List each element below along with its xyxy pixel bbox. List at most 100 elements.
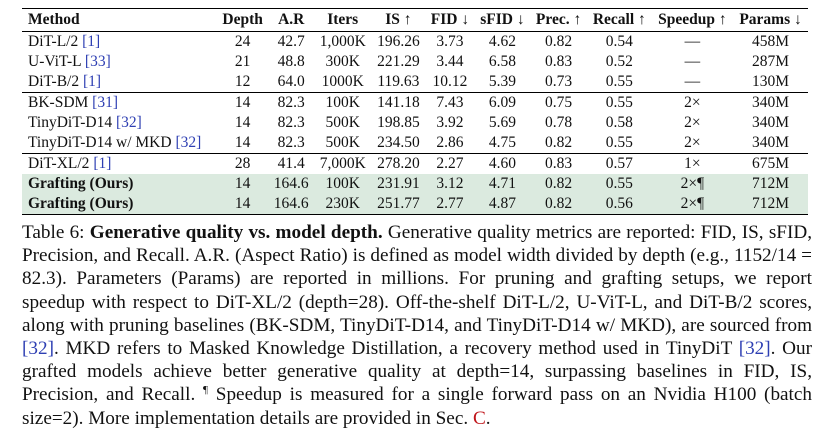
cell-fid: 2.27	[436, 155, 464, 173]
cell-iters: 300K	[325, 53, 360, 71]
caption-ref-link-2[interactable]: [32]	[738, 338, 771, 360]
cell-speedup: 2×¶	[651, 174, 734, 194]
cell-iters: 100K	[325, 94, 360, 112]
citation-link[interactable]: [32]	[116, 114, 142, 132]
cell-recall: 0.55	[605, 94, 633, 112]
cell-method: BK-SDM [31]	[22, 93, 217, 114]
cell-ar: 82.3	[277, 134, 305, 152]
cell-params: 340M	[752, 94, 790, 112]
cell-sfid: 4.71	[474, 174, 531, 194]
table-row: BK-SDM [31] 14 82.3 100K 141.18 7.43 6.09 0.75 0…	[22, 93, 808, 114]
method-name: DiT-L/2	[28, 33, 79, 51]
table-row: TinyDiT-D14 w/ MKD [32] 14 82.3 500K 234.50 2…	[22, 133, 808, 154]
cell-ar: 42.7	[277, 33, 305, 51]
cell-prec: 0.82	[530, 174, 587, 194]
cell-ar: 164.6	[268, 174, 314, 194]
cell-depth: 14	[216, 194, 269, 215]
cell-depth: 12	[234, 73, 251, 91]
citation-link[interactable]: [33]	[84, 53, 111, 71]
citation-link[interactable]: [31]	[92, 94, 118, 112]
caption-ref-link-1[interactable]: [32]	[22, 338, 54, 360]
caption-prefix: Table 6:	[22, 222, 90, 243]
table-row: Grafting (Ours) 14 164.6 230K 251.77 2.77 4.87…	[22, 194, 808, 215]
cell-method: Grafting (Ours)	[22, 174, 217, 194]
cell-fid: 10.12	[432, 73, 468, 91]
table-row: Grafting (Ours) 14 164.6 100K 231.91 3.12 4.71…	[22, 174, 808, 194]
cell-depth: 14	[234, 134, 251, 152]
cell-depth: 24	[234, 33, 251, 51]
cell-fid: 3.92	[436, 114, 464, 132]
cell-prec: 0.83	[545, 155, 573, 173]
cell-is: 119.63	[377, 73, 420, 91]
header-recall: Recall ↑	[592, 11, 646, 29]
cell-params: 287M	[752, 53, 790, 71]
cell-method: Grafting (Ours)	[22, 194, 217, 215]
citation-link[interactable]: [32]	[175, 134, 202, 152]
cell-ar: 164.6	[268, 194, 314, 215]
table-caption: Table 6: Generative quality vs. model de…	[22, 221, 812, 430]
cell-sfid: 4.60	[488, 155, 516, 173]
cell-params: 712M	[733, 194, 808, 215]
cell-ar: 41.4	[277, 155, 305, 173]
cell-ar: 82.3	[277, 94, 305, 112]
cell-method: DiT-XL/2 [1]	[22, 154, 217, 175]
cell-speedup: —	[684, 73, 701, 91]
header-iters: Iters	[327, 11, 359, 29]
header-sfid: sFID ↓	[480, 11, 525, 29]
cell-speedup: 2×	[684, 134, 701, 152]
header-is: IS ↑	[385, 11, 412, 29]
citation-link[interactable]: [1]	[82, 73, 102, 91]
caption-section-link[interactable]: C	[472, 407, 486, 429]
cell-sfid: 5.39	[488, 73, 516, 91]
cell-is: 251.77	[371, 194, 426, 215]
header-depth: Depth	[222, 11, 263, 29]
cell-recall: 0.52	[605, 53, 633, 71]
header-method: Method	[28, 11, 80, 29]
cell-recall: 0.58	[605, 114, 633, 132]
cell-speedup: 2×	[684, 114, 701, 132]
cell-recall: 0.54	[605, 33, 633, 51]
cell-params: 340M	[752, 134, 790, 152]
cell-prec: 0.82	[545, 33, 573, 51]
cell-prec: 0.82	[545, 134, 573, 152]
method-name: DiT-B/2	[28, 73, 80, 91]
cell-speedup: —	[684, 53, 701, 71]
cell-method: U-ViT-L [33]	[22, 52, 217, 72]
citation-link[interactable]: [1]	[93, 155, 112, 173]
pilcrow-mark: ¶	[203, 384, 209, 397]
cell-recall: 0.55	[605, 73, 633, 91]
cell-depth: 28	[234, 155, 251, 173]
citation-link[interactable]: [1]	[82, 33, 101, 51]
table-row: DiT-XL/2 [1] 28 41.4 7,000K 278.20 2.27 4.60 0.…	[22, 154, 808, 175]
cell-method: TinyDiT-D14 [32]	[22, 113, 217, 133]
cell-fid: 2.77	[425, 194, 475, 215]
cell-sfid: 4.62	[488, 33, 516, 51]
method-name: BK-SDM	[28, 94, 89, 112]
caption-text-5: .	[485, 407, 491, 429]
cell-fid: 3.12	[425, 174, 475, 194]
cell-is: 221.29	[377, 53, 420, 71]
cell-ar: 48.8	[277, 53, 305, 71]
cell-ar: 82.3	[277, 114, 305, 132]
cell-sfid: 6.58	[488, 53, 516, 71]
cell-iters: 500K	[325, 134, 360, 152]
table-row: DiT-B/2 [1] 12 64.0 1000K 119.63 10.12 5.39 0.7…	[22, 72, 808, 93]
table-row: DiT-L/2 [1] 24 42.7 1,000K 196.26 3.73 4.62 0.8…	[22, 32, 808, 53]
cell-fid: 3.73	[436, 33, 464, 51]
cell-recall: 0.55	[586, 174, 652, 194]
table-header-row: Method Depth A.R Iters IS ↑ FID ↓ sFID ↓…	[22, 8, 808, 32]
table-row: TinyDiT-D14 [32] 14 82.3 500K 198.85 3.92 5.69…	[22, 113, 808, 133]
cell-speedup: 2×¶	[651, 194, 734, 215]
header-ar: A.R	[278, 11, 305, 29]
cell-depth: 14	[234, 94, 251, 112]
cell-params: 712M	[733, 174, 808, 194]
method-name: TinyDiT-D14	[28, 114, 113, 132]
cell-sfid: 5.69	[488, 114, 516, 132]
cell-prec: 0.73	[545, 73, 573, 91]
cell-is: 141.18	[377, 94, 420, 112]
cell-iters: 1000K	[321, 73, 364, 91]
method-name: DiT-XL/2	[28, 155, 90, 173]
cell-params: 130M	[752, 73, 790, 91]
cell-is: 234.50	[377, 134, 420, 152]
cell-prec: 0.78	[545, 114, 573, 132]
